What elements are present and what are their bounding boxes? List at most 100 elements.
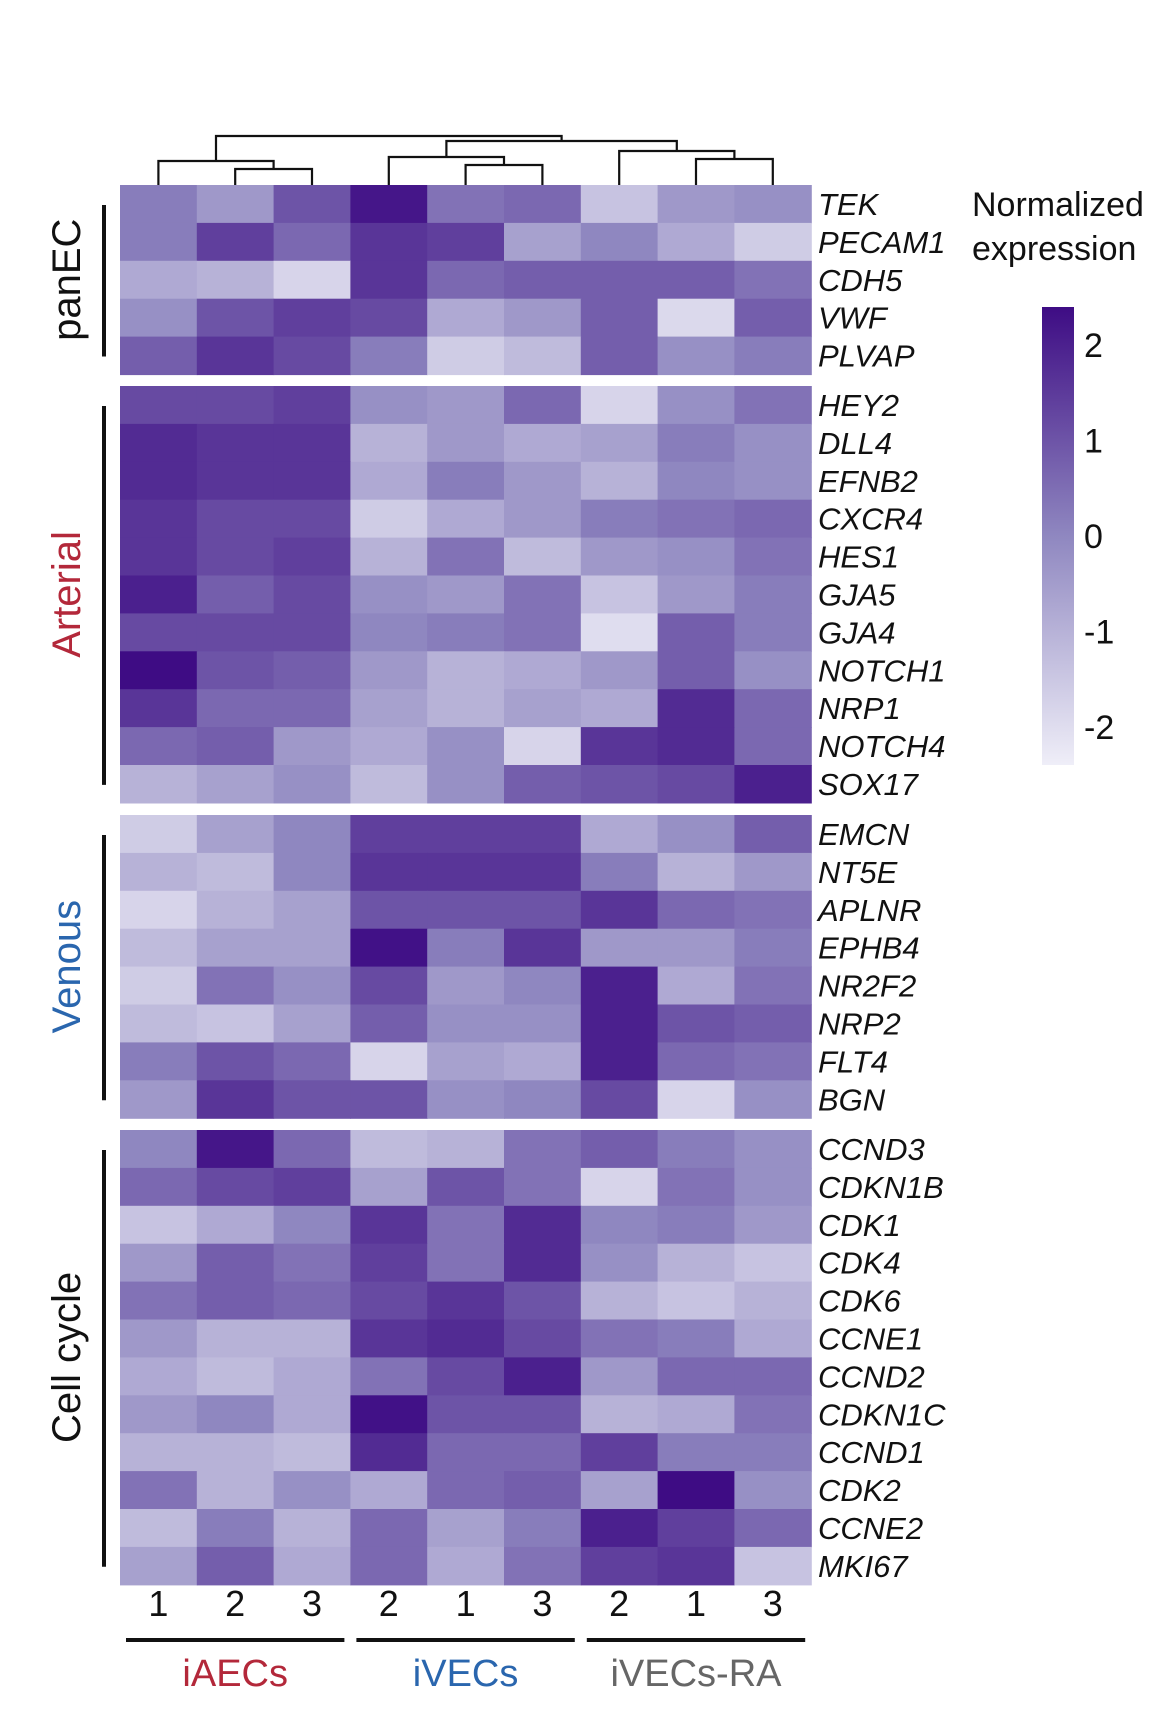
gene-label: FLT4 xyxy=(818,1044,888,1079)
heatmap-cell xyxy=(427,613,505,652)
heatmap-cell xyxy=(120,222,198,262)
heatmap-cell xyxy=(427,461,505,501)
gene-label: BGN xyxy=(818,1082,886,1117)
heatmap-cell xyxy=(120,890,198,930)
heatmap-cell xyxy=(580,1357,659,1396)
heatmap-cell xyxy=(580,1433,659,1472)
heatmap-cell xyxy=(734,423,812,463)
heatmap-cell xyxy=(427,260,505,300)
heatmap-cell xyxy=(580,1130,659,1169)
heatmap-cell xyxy=(504,1004,582,1043)
gene-label: NRP1 xyxy=(818,691,901,726)
heatmap-cell xyxy=(350,537,428,577)
heatmap-cell xyxy=(504,461,582,501)
heatmap-cell xyxy=(734,1509,812,1548)
heatmap-cell xyxy=(350,890,428,930)
heatmap-cell xyxy=(350,765,428,804)
heatmap-cell xyxy=(196,1509,275,1548)
heatmap-cell xyxy=(196,852,275,892)
gene-label: CDKN1B xyxy=(818,1170,944,1205)
heatmap-cell xyxy=(657,423,735,463)
heatmap-cell xyxy=(734,1471,812,1510)
heatmap-cell xyxy=(196,222,275,262)
gene-label: CDH5 xyxy=(818,263,903,298)
heatmap-cell xyxy=(504,1130,582,1169)
heatmap-cell xyxy=(120,1509,198,1548)
gene-label: HEY2 xyxy=(818,388,899,423)
heatmap-cell xyxy=(734,1319,812,1358)
heatmap-cell xyxy=(734,1080,812,1119)
heatmap-cell xyxy=(273,298,351,338)
heatmap-cell xyxy=(350,727,428,766)
heatmap-cell xyxy=(196,1395,275,1434)
heatmap-cell xyxy=(196,689,275,728)
heatmap-cell xyxy=(504,1167,582,1207)
heatmap-cell xyxy=(120,575,198,614)
gene-label: CDK4 xyxy=(818,1246,901,1281)
heatmap-cell xyxy=(657,1167,735,1207)
heatmap-cell xyxy=(657,689,735,728)
heatmap-cell xyxy=(427,1281,505,1321)
heatmap-cell xyxy=(657,222,735,262)
heatmap-cell xyxy=(504,386,582,425)
heatmap-cell xyxy=(657,336,735,376)
heatmap-cell xyxy=(427,1395,505,1434)
heatmap-cell xyxy=(273,1205,351,1245)
heatmap-cell xyxy=(657,1130,735,1169)
heatmap-cell xyxy=(120,1471,198,1510)
heatmap-cell xyxy=(427,1004,505,1043)
heatmap-cell xyxy=(734,689,812,728)
heatmap-cell xyxy=(580,461,659,501)
heatmap-cells xyxy=(120,185,812,1586)
heatmap-cell xyxy=(120,1130,198,1169)
heatmap-cell xyxy=(120,461,198,501)
column-label: 1 xyxy=(456,1583,476,1624)
gene-label: CCND1 xyxy=(818,1435,925,1470)
heatmap-cell xyxy=(504,928,582,968)
gene-label: GJA5 xyxy=(818,578,896,613)
heatmap-cell xyxy=(196,765,275,804)
heatmap-cell xyxy=(504,423,582,463)
heatmap-cell xyxy=(273,815,351,854)
heatmap-cell xyxy=(734,1243,812,1283)
column-label: 3 xyxy=(763,1583,783,1624)
heatmap-cell xyxy=(580,1471,659,1510)
gene-label: DLL4 xyxy=(818,426,892,461)
heatmap-cell xyxy=(580,727,659,766)
heatmap-cell xyxy=(734,765,812,804)
heatmap-cell xyxy=(196,1130,275,1169)
heatmap-cell xyxy=(504,499,582,539)
heatmap-cell xyxy=(273,1004,351,1043)
heatmap-cell xyxy=(427,1433,505,1472)
heatmap-cell xyxy=(273,1357,351,1396)
column-label: 2 xyxy=(225,1583,245,1624)
heatmap-cell xyxy=(504,537,582,577)
heatmap-cell xyxy=(657,1319,735,1358)
heatmap-cell xyxy=(273,575,351,614)
heatmap-cell xyxy=(657,890,735,930)
heatmap-cell xyxy=(734,461,812,501)
heatmap-cell xyxy=(350,1004,428,1043)
heatmap-cell xyxy=(504,222,582,262)
gene-label: SOX17 xyxy=(818,767,920,802)
heatmap-cell xyxy=(350,499,428,539)
heatmap-cell xyxy=(580,1319,659,1358)
heatmap-cell xyxy=(580,1080,659,1119)
heatmap-cell xyxy=(427,499,505,539)
heatmap-cell xyxy=(273,1042,351,1081)
heatmap-cell xyxy=(273,1281,351,1321)
gene-label: NOTCH1 xyxy=(818,653,945,688)
gene-label: CDK2 xyxy=(818,1473,901,1508)
heatmap-cell xyxy=(657,1004,735,1043)
heatmap-cell xyxy=(734,966,812,1006)
heatmap-cell xyxy=(504,651,582,690)
gene-label: EPHB4 xyxy=(818,931,920,966)
heatmap-cell xyxy=(504,1080,582,1119)
heatmap-cell xyxy=(196,1243,275,1283)
dendrogram-branch xyxy=(157,159,275,185)
heatmap-cell xyxy=(120,613,198,652)
heatmap-cell xyxy=(273,1546,351,1586)
gene-label: HES1 xyxy=(818,540,899,575)
heatmap-cell xyxy=(120,765,198,804)
